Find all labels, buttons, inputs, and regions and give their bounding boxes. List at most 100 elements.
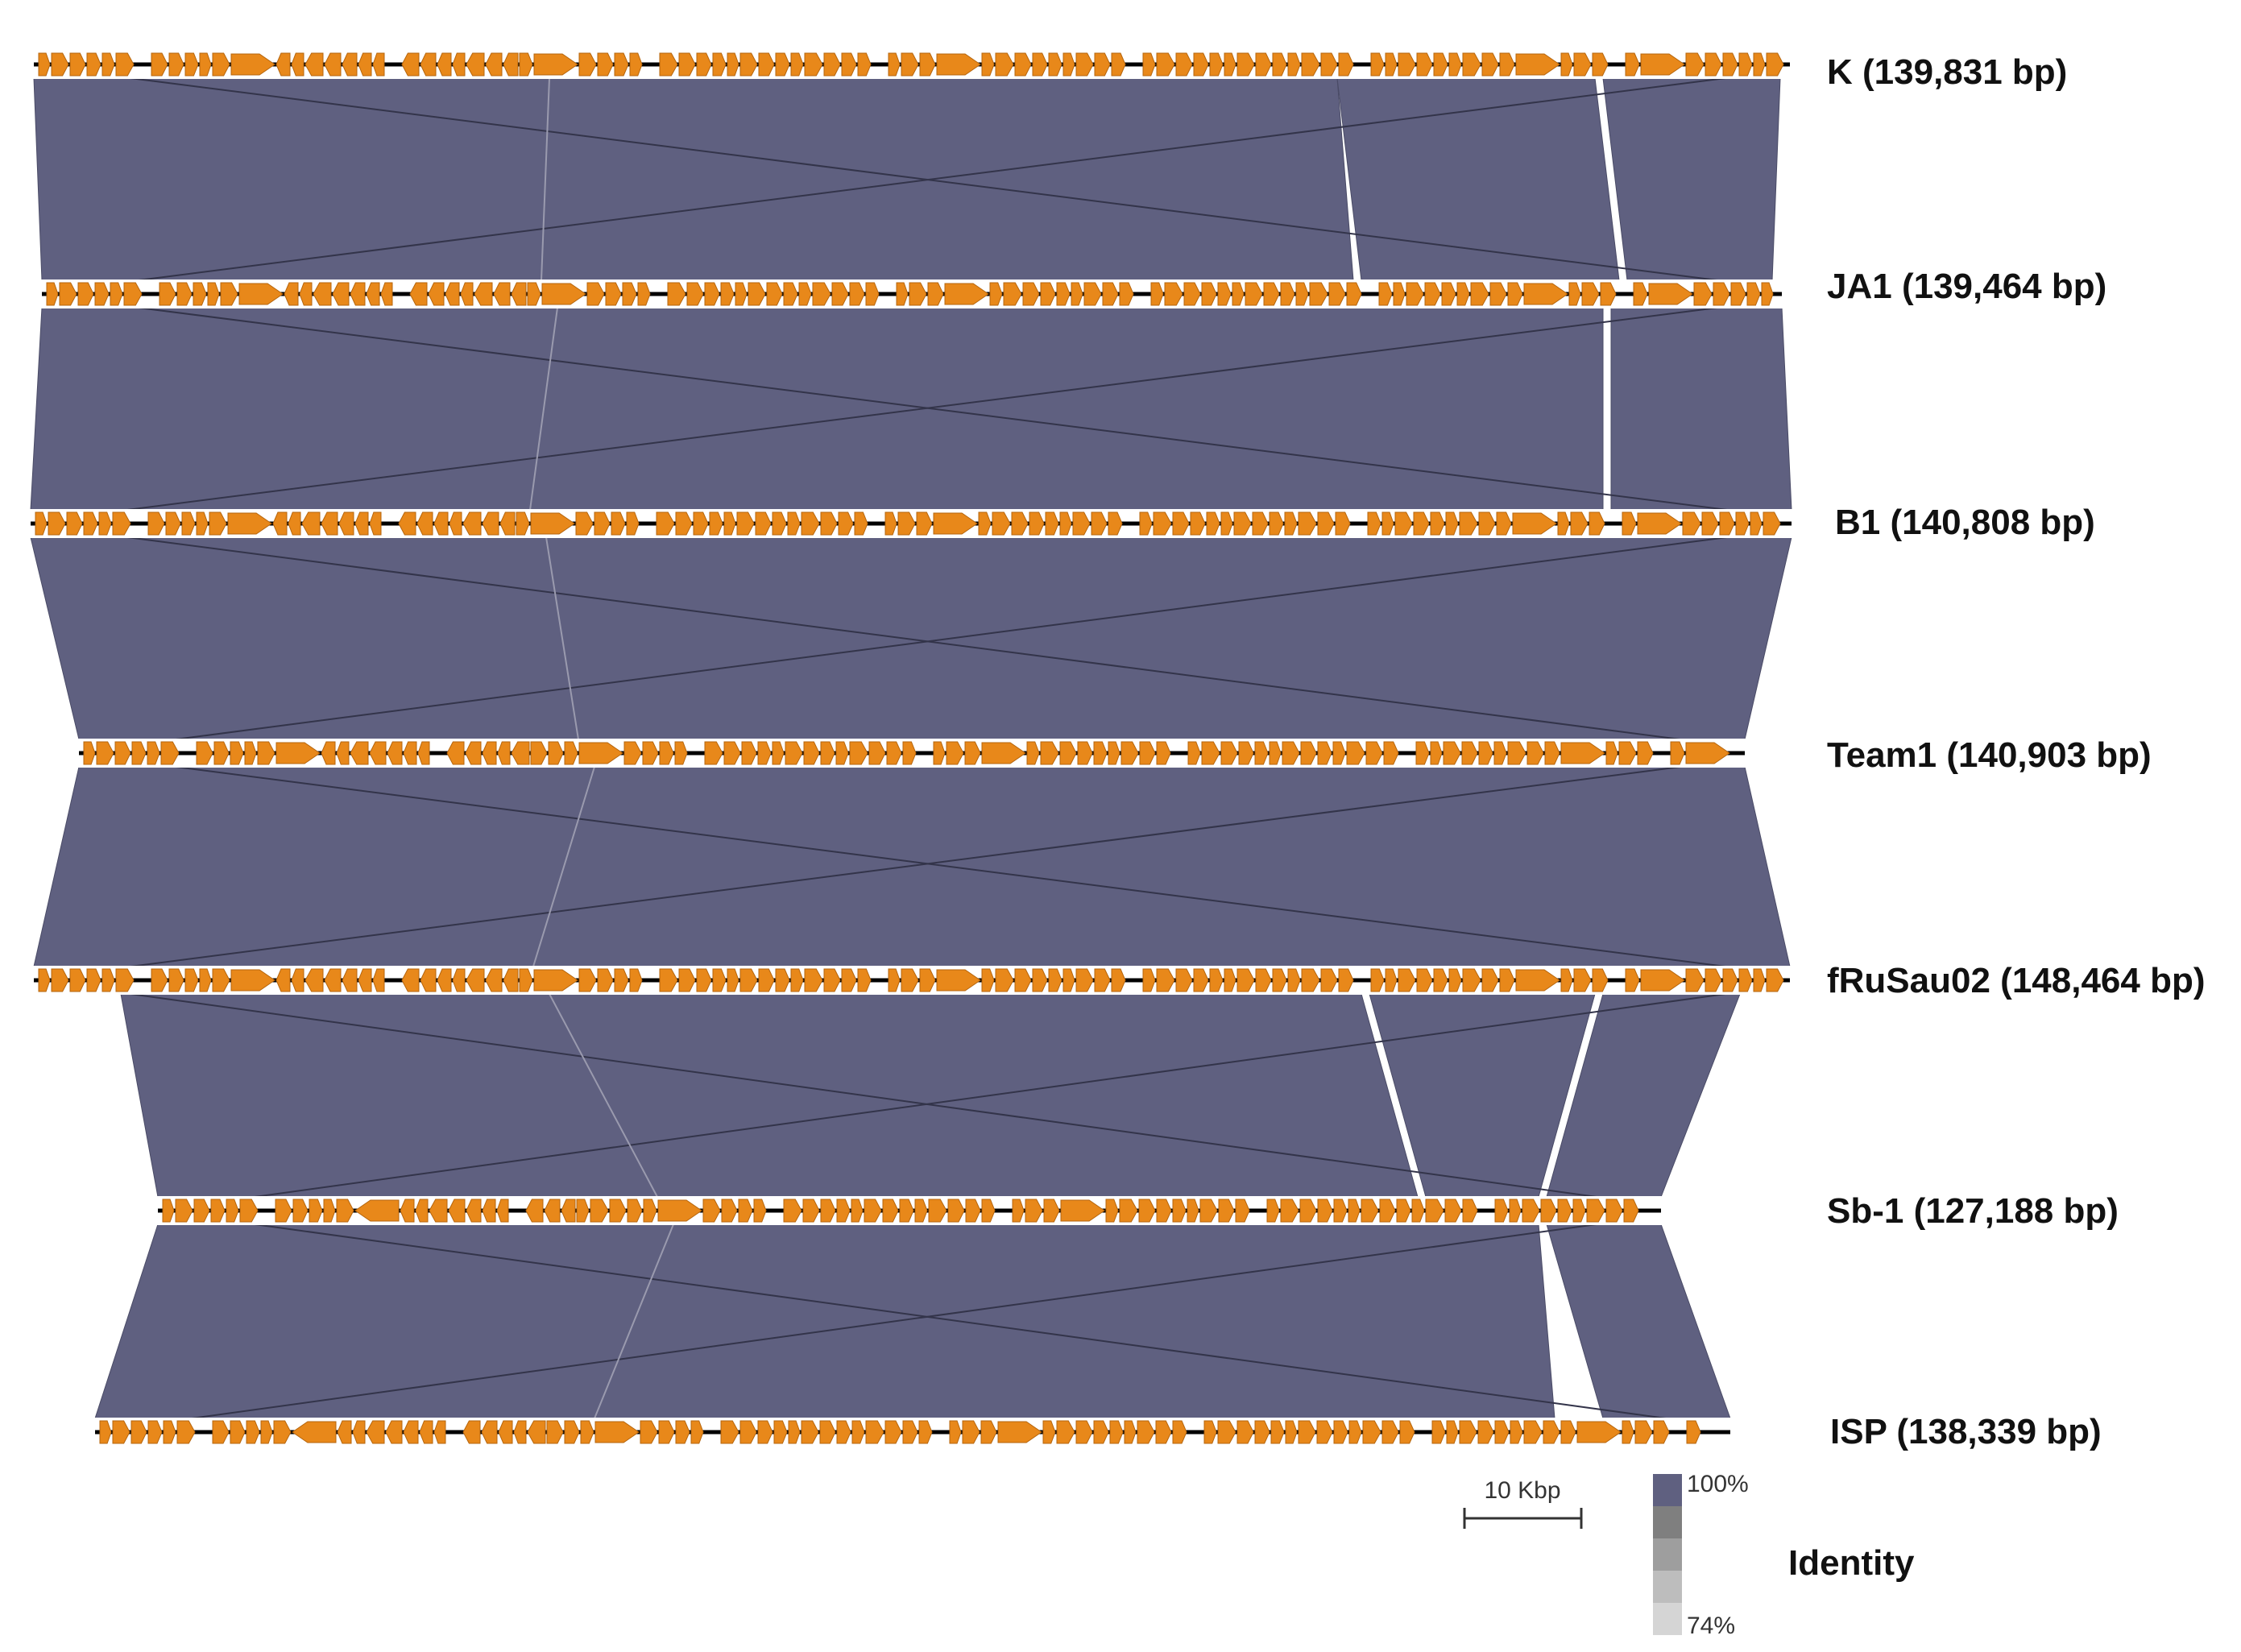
genome-track-sb1 (155, 1196, 1664, 1225)
synteny-block-0-2 (1602, 77, 1781, 281)
gene-arrow-frusau02-35 (712, 968, 727, 992)
gene-arrow-isp-33 (739, 1420, 757, 1444)
gene-arrow-ja1-51 (1022, 282, 1040, 306)
gene-arrow-ja1-35 (720, 282, 735, 306)
gene-arrow-sb1-14 (429, 1199, 448, 1223)
gene-arrow-team1-29 (642, 741, 659, 765)
gene-arrow-sb1-62 (1333, 1199, 1348, 1223)
gene-arrow-k-0 (38, 52, 51, 77)
gene-arrow-k-5 (115, 52, 135, 77)
gene-arrow-sb1-58 (1266, 1199, 1280, 1223)
gene-arrow-frusau02-14 (304, 968, 324, 992)
gene-arrow-isp-34 (757, 1420, 773, 1444)
gene-arrow-k-35 (712, 52, 727, 77)
gene-arrow-b1-0 (35, 511, 48, 536)
gene-arrow-team1-76 (1493, 741, 1507, 765)
gene-arrow-sb1-69 (1444, 1199, 1462, 1223)
gene-arrow-isp-0 (99, 1420, 112, 1444)
synteny-block-1-0 (30, 307, 1604, 511)
gene-arrow-b1-87 (1701, 511, 1719, 536)
gene-arrow-isp-55 (1137, 1420, 1155, 1444)
gene-arrow-ja1-24 (493, 282, 511, 306)
gene-arrow-team1-83 (1637, 741, 1654, 765)
gene-arrow-b1-7 (165, 511, 181, 536)
gene-arrow-team1-64 (1282, 741, 1300, 765)
gene-arrow-k-31 (629, 52, 643, 77)
gene-arrow-team1-62 (1254, 741, 1269, 765)
gene-arrow-frusau02-36 (727, 968, 739, 992)
gene-arrow-team1-47 (964, 741, 981, 765)
gene-arrow-b1-79 (1496, 511, 1512, 536)
gene-arrow-b1-42 (820, 511, 838, 536)
gene-arrow-sb1-70 (1462, 1199, 1478, 1223)
gene-arrow-team1-49 (1026, 741, 1040, 765)
gene-arrow-k-23 (466, 52, 485, 77)
gene-arrow-isp-28 (640, 1420, 658, 1444)
gene-arrow-isp-23 (527, 1420, 546, 1444)
gene-arrow-ja1-23 (474, 282, 493, 306)
gene-arrow-frusau02-65 (1255, 968, 1272, 992)
gene-arrow-ja1-76 (1456, 282, 1470, 306)
gene-arrow-team1-75 (1478, 741, 1493, 765)
identity-color-ramp (1653, 1474, 1682, 1635)
gene-arrow-sb1-0 (162, 1199, 175, 1223)
gene-arrow-ja1-57 (1119, 282, 1134, 306)
gene-arrow-ja1-68 (1309, 282, 1328, 306)
gene-arrow-b1-63 (1220, 511, 1233, 536)
gene-arrow-b1-91 (1763, 511, 1781, 536)
gene-arrow-team1-30 (659, 741, 674, 765)
gene-arrow-frusau02-70 (1338, 968, 1354, 992)
gene-arrow-k-73 (1398, 52, 1416, 77)
gene-arrow-b1-27 (530, 512, 575, 535)
genome-track-ja1 (39, 279, 1785, 308)
gene-arrow-frusau02-16 (342, 968, 358, 992)
synteny-block-4-0 (120, 993, 1419, 1198)
gene-arrow-b1-30 (611, 511, 626, 536)
gene-arrow-ja1-52 (1040, 282, 1056, 306)
gene-arrow-team1-21 (482, 741, 497, 765)
gene-arrow-sb1-33 (802, 1199, 820, 1223)
gene-arrow-b1-77 (1459, 511, 1478, 536)
gene-arrow-team1-22 (497, 741, 511, 765)
synteny-block-2-0 (30, 536, 1792, 740)
gene-arrow-b1-1 (48, 511, 66, 536)
gene-arrow-frusau02-63 (1224, 968, 1236, 992)
genome-track-k (31, 50, 1793, 79)
gene-arrow-frusau02-48 (936, 969, 981, 992)
gene-arrow-team1-20 (465, 741, 482, 765)
identity-min-label: 74% (1687, 1613, 1735, 1639)
gene-arrow-frusau02-12 (275, 968, 291, 992)
gene-arrow-isp-26 (580, 1420, 594, 1444)
gene-arrow-sb1-45 (1012, 1199, 1025, 1223)
gene-arrow-k-88 (1722, 52, 1738, 77)
gene-arrow-isp-43 (902, 1420, 918, 1444)
gene-arrow-sb1-1 (175, 1199, 193, 1223)
gene-arrow-team1-18 (417, 741, 430, 765)
gene-arrow-isp-42 (884, 1420, 902, 1444)
gene-arrow-frusau02-17 (358, 968, 372, 992)
gene-arrow-team1-78 (1526, 741, 1544, 765)
gene-arrow-b1-32 (656, 511, 675, 536)
gene-arrow-frusau02-79 (1499, 968, 1515, 992)
gene-arrow-sb1-10 (336, 1199, 354, 1223)
gene-arrow-isp-3 (147, 1420, 163, 1444)
gene-arrow-sb1-44 (981, 1199, 996, 1223)
gene-arrow-isp-47 (980, 1420, 997, 1444)
gene-arrow-isp-51 (1075, 1420, 1093, 1444)
gene-arrow-k-21 (437, 52, 452, 77)
gene-arrow-ja1-17 (366, 282, 380, 306)
gene-arrow-sb1-20 (544, 1199, 561, 1223)
gene-arrow-ja1-3 (94, 282, 110, 306)
gene-arrow-isp-50 (1056, 1420, 1075, 1444)
gene-arrow-b1-78 (1478, 511, 1496, 536)
gene-arrow-team1-31 (674, 741, 688, 765)
gene-arrow-isp-78 (1543, 1420, 1560, 1444)
gene-arrow-sb1-12 (400, 1199, 415, 1223)
gene-arrow-b1-62 (1206, 511, 1220, 536)
gene-arrow-b1-71 (1367, 511, 1381, 536)
gene-arrow-k-20 (420, 52, 437, 77)
gene-arrow-b1-49 (978, 511, 992, 536)
gene-arrow-isp-15 (385, 1420, 403, 1444)
genome-label-team1: Team1 (140,903 bp) (1827, 735, 2152, 775)
gene-arrow-b1-50 (992, 511, 1011, 536)
